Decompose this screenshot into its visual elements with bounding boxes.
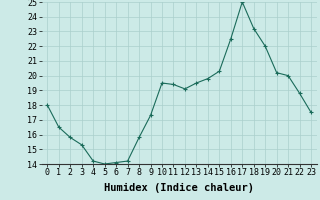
X-axis label: Humidex (Indice chaleur): Humidex (Indice chaleur) [104, 183, 254, 193]
